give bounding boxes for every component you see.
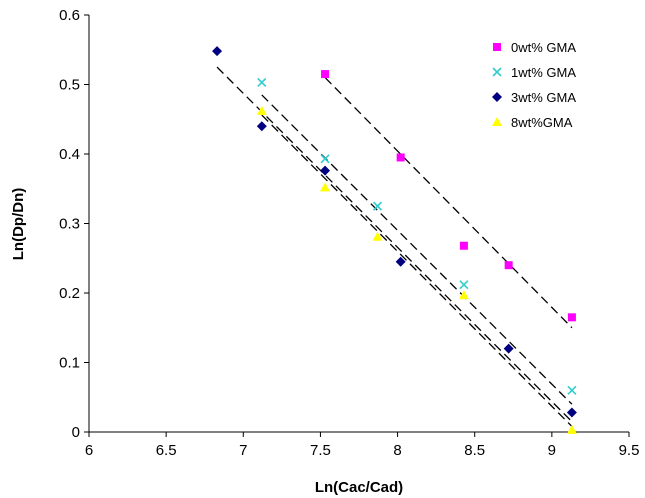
x-tick-label: 8 <box>393 442 401 459</box>
x-tick-label: 9 <box>548 442 556 459</box>
x-tick-label: 9.5 <box>619 442 640 459</box>
trendline <box>261 94 573 405</box>
data-points <box>212 46 577 434</box>
data-point <box>504 261 513 270</box>
trendline <box>324 77 573 329</box>
legend-label: 8wt%GMA <box>511 115 573 130</box>
trendlines <box>216 66 573 427</box>
legend: 0wt% GMA 1wt% GMA 3wt% GMA 8wt%GMA <box>492 40 576 130</box>
legend-marker <box>492 67 502 77</box>
y-axis-title: Ln(Dp/Dn) <box>10 188 27 260</box>
y-tick-label: 0.5 <box>59 77 80 94</box>
x-axis-ticks: 6 6.5 7 7.5 8 8.5 9 9.5 <box>85 432 640 459</box>
trendline <box>261 114 573 427</box>
data-point <box>320 165 331 176</box>
legend-label: 3wt% GMA <box>511 90 576 105</box>
data-point <box>320 182 331 192</box>
data-point <box>566 424 577 434</box>
y-tick-label: 0.3 <box>59 216 80 233</box>
legend-marker <box>492 92 502 102</box>
x-tick-label: 8.5 <box>464 442 485 459</box>
x-tick-label: 7.5 <box>310 442 331 459</box>
y-tick-label: 0.1 <box>59 355 80 372</box>
y-tick-label: 0.6 <box>59 7 80 24</box>
y-axis-ticks: 0 0.1 0.2 0.3 0.4 0.5 0.6 <box>59 7 89 441</box>
data-point <box>320 154 330 164</box>
y-tick-label: 0.4 <box>59 146 80 163</box>
x-tick-label: 6.5 <box>156 442 177 459</box>
x-axis-title: Ln(Cac/Cad) <box>315 479 403 496</box>
data-point <box>212 46 223 57</box>
x-tick-label: 7 <box>239 442 247 459</box>
data-point <box>567 385 577 395</box>
legend-label: 0wt% GMA <box>511 40 576 55</box>
data-point <box>459 280 469 290</box>
y-tick-label: 0.2 <box>59 285 80 302</box>
data-point <box>372 201 383 211</box>
x-tick-label: 6 <box>85 442 93 459</box>
legend-marker <box>493 43 501 51</box>
data-point <box>256 105 267 115</box>
data-point <box>372 231 383 241</box>
legend-marker <box>492 117 502 126</box>
y-tick-label: 0 <box>72 424 80 441</box>
data-point <box>459 241 468 250</box>
data-point <box>395 256 406 267</box>
data-point <box>567 313 576 322</box>
data-point <box>503 343 514 354</box>
data-point <box>256 121 267 132</box>
data-point <box>396 153 405 162</box>
data-point <box>566 407 577 418</box>
data-point <box>321 70 330 79</box>
data-point <box>458 290 469 300</box>
data-point <box>257 77 267 87</box>
legend-label: 1wt% GMA <box>511 65 576 80</box>
